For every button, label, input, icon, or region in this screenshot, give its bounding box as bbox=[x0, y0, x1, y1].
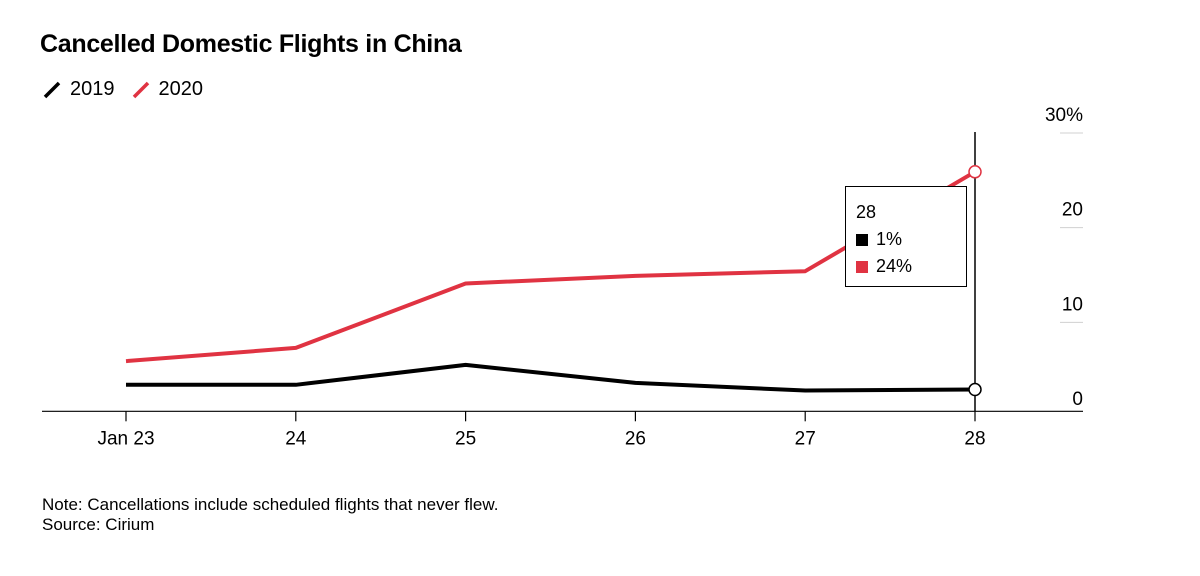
chart-notes: Note: Cancellations include scheduled fl… bbox=[42, 495, 498, 535]
tooltip-date: 28 bbox=[856, 202, 877, 222]
x-tick-label-2: 25 bbox=[455, 428, 476, 449]
y-tick-label-30: 30% bbox=[1045, 105, 1083, 126]
hover-marker-2020 bbox=[968, 165, 982, 179]
legend-item-2019: 2019 bbox=[42, 78, 115, 101]
tooltip-swatch-2019 bbox=[856, 233, 868, 246]
series-line-2020 bbox=[125, 170, 977, 364]
note-text: Note: Cancellations include scheduled fl… bbox=[42, 495, 499, 514]
legend-label-2020: 2020 bbox=[158, 78, 204, 100]
legend-label-2019: 2019 bbox=[70, 78, 115, 100]
legend-item-2020: 2020 bbox=[131, 78, 204, 101]
x-tick-label-5: 28 bbox=[964, 428, 985, 449]
tooltip-date-row: 28 bbox=[856, 199, 956, 226]
source-text: Source: Cirium bbox=[42, 515, 155, 534]
hover-tooltip: 28 1% 24% bbox=[845, 186, 967, 287]
legend-slash-2020 bbox=[132, 81, 149, 98]
legend-slash-2019 bbox=[43, 81, 61, 98]
x-tick-label-1: 24 bbox=[285, 428, 307, 449]
y-tick-label-0: 0 bbox=[1072, 389, 1083, 410]
hover-marker-2019 bbox=[968, 382, 982, 397]
tooltip-row-2020: 24% bbox=[856, 253, 956, 280]
series-line-2019 bbox=[126, 362, 976, 393]
tooltip-value-2020: 24% bbox=[876, 256, 913, 276]
legend-slash-icon-2020 bbox=[132, 81, 149, 98]
legend: 2019 2020 bbox=[42, 78, 219, 101]
y-tick-label-10: 10 bbox=[1062, 294, 1083, 315]
chart-title: Cancelled Domestic Flights in China bbox=[40, 30, 462, 58]
tooltip-swatch-2020 bbox=[856, 260, 868, 273]
x-tick-label-0: Jan 23 bbox=[97, 428, 154, 449]
tooltip-value-2019: 1% bbox=[876, 229, 903, 249]
x-tick-label-4: 27 bbox=[795, 428, 816, 449]
tooltip-row-2019: 1% bbox=[856, 226, 956, 253]
x-tick-label-3: 26 bbox=[625, 428, 646, 449]
y-tick-label-20: 20 bbox=[1062, 200, 1083, 221]
legend-slash-icon-2019 bbox=[43, 81, 61, 98]
